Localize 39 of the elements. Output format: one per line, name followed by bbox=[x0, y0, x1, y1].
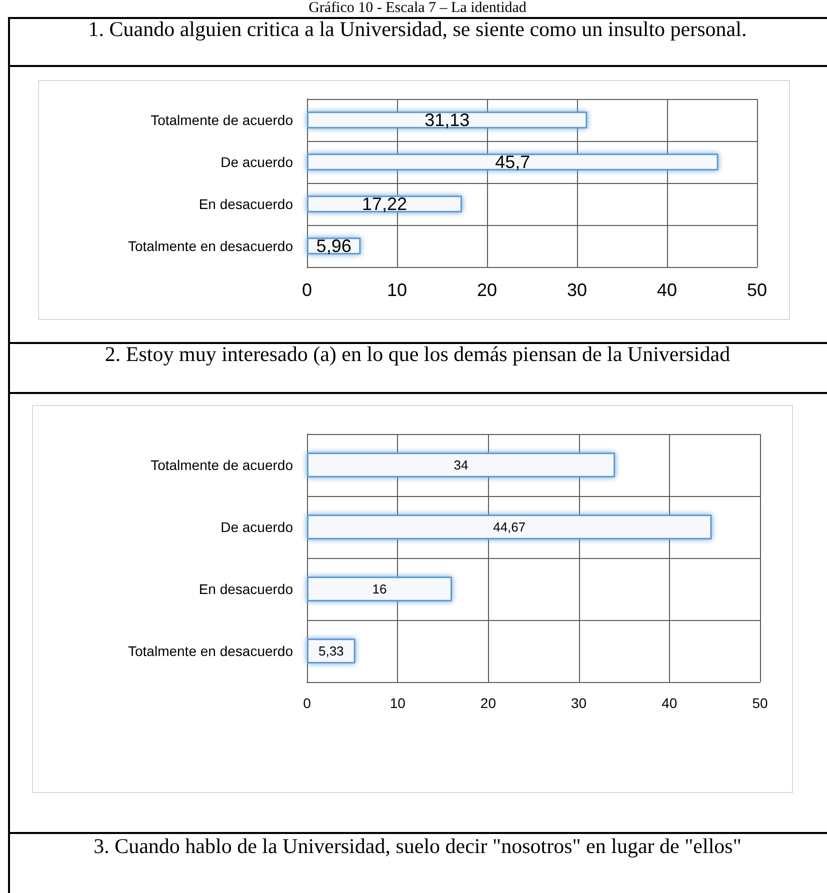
bar bbox=[307, 154, 718, 170]
data-label: 44,67 bbox=[493, 520, 526, 534]
data-label: 5,96 bbox=[316, 236, 352, 256]
x-tick-label: 50 bbox=[746, 280, 768, 300]
x-tick-label: 50 bbox=[752, 695, 768, 711]
x-tick-label: 40 bbox=[662, 695, 678, 711]
y-tick-label: Totalmente en desacuerdo bbox=[128, 643, 294, 659]
y-tick-label: Totalmente de acuerdo bbox=[150, 112, 294, 128]
text: 3. Cuando hablo de la Universidad, suelo decir "nosotros" en lugar de "ellos" bbox=[92, 834, 742, 859]
x-tick-label: 10 bbox=[386, 280, 408, 300]
x-tick-label: 0 bbox=[303, 695, 312, 711]
y-tick-label: Totalmente en desacuerdo bbox=[128, 238, 294, 254]
bar bbox=[307, 514, 712, 540]
data-label: 34 bbox=[454, 458, 468, 472]
x-tick-label: 40 bbox=[656, 280, 678, 300]
data-label: 5,33 bbox=[318, 644, 344, 658]
y-tick-label: En desacuerdo bbox=[198, 581, 294, 597]
bar bbox=[307, 638, 356, 664]
y-tick-label: De acuerdo bbox=[220, 519, 294, 535]
y-tick-label: Totalmente de acuerdo bbox=[150, 457, 294, 473]
bar bbox=[307, 196, 462, 212]
x-tick-label: 20 bbox=[476, 280, 498, 300]
y-tick-label: En desacuerdo bbox=[198, 196, 294, 212]
data-label: 17,22 bbox=[362, 194, 408, 214]
x-tick-label: 10 bbox=[390, 695, 406, 711]
chart-title: 2. Estoy muy interesado (a) en lo que los demás piensan de la Universidad bbox=[104, 342, 732, 367]
bar bbox=[307, 452, 616, 478]
text: Gráfico 10 - Escala 7 – La identidad bbox=[308, 0, 528, 17]
data-label: 45,7 bbox=[495, 152, 530, 172]
data-label: 31,13 bbox=[424, 110, 470, 130]
chart-title: 1. Cuando alguien critica a la Universidad, se siente como un insulto personal. bbox=[87, 17, 748, 42]
x-tick-label: 30 bbox=[571, 695, 587, 711]
x-tick-label: 30 bbox=[566, 280, 588, 300]
data-label: 16 bbox=[372, 582, 387, 596]
bar bbox=[307, 576, 452, 602]
x-tick-label: 20 bbox=[480, 695, 496, 711]
bar bbox=[307, 112, 588, 128]
y-tick-label: De acuerdo bbox=[220, 154, 294, 170]
x-tick-label: 0 bbox=[302, 280, 312, 300]
